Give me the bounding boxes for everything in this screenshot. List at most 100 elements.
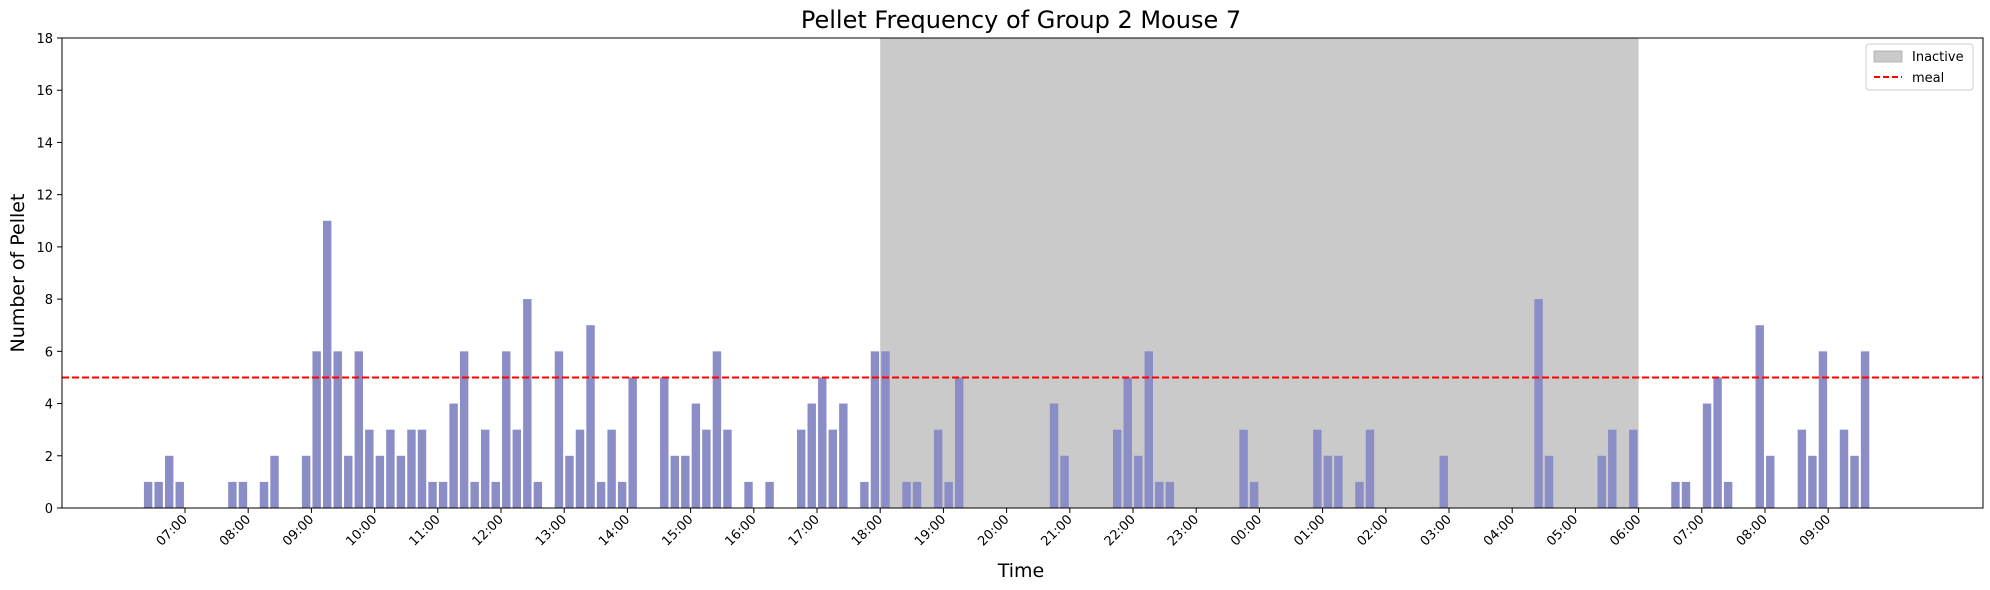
bar: [1839, 429, 1849, 508]
y-tick-label: 2: [45, 450, 53, 465]
bar: [143, 481, 153, 508]
bar: [1755, 325, 1764, 508]
bar: [480, 429, 490, 508]
bar: [944, 481, 953, 508]
bar: [333, 351, 342, 508]
y-axis-title: Number of Pellet: [7, 194, 29, 353]
bar: [765, 481, 774, 508]
legend-inactive-patch: [1873, 50, 1903, 63]
bar: [1702, 403, 1712, 508]
bar: [270, 455, 279, 508]
bar: [628, 377, 637, 508]
bar: [512, 429, 522, 508]
bar: [902, 481, 911, 508]
bar: [1797, 429, 1807, 508]
bar: [238, 481, 248, 508]
bar: [417, 429, 427, 508]
bar: [396, 455, 406, 508]
bar: [259, 481, 269, 508]
bar: [1534, 299, 1543, 508]
bar: [533, 481, 543, 508]
bar: [1112, 429, 1122, 508]
bar: [1681, 481, 1691, 508]
y-tick-label: 6: [45, 345, 53, 360]
bar: [554, 351, 564, 508]
bar: [660, 377, 669, 508]
bar: [744, 481, 753, 508]
bar: [870, 351, 880, 508]
bar: [1544, 455, 1554, 508]
bar: [1808, 455, 1817, 508]
bar: [860, 481, 869, 508]
bar: [1850, 455, 1859, 508]
plot-frame: [61, 37, 1984, 509]
bar: [1249, 481, 1259, 508]
bar: [428, 481, 437, 508]
bar: [470, 481, 479, 508]
bar: [449, 403, 458, 508]
inactive-region-layer: [880, 38, 1639, 508]
bar: [1323, 455, 1333, 508]
bar: [596, 481, 606, 508]
bar: [617, 481, 627, 508]
bar: [575, 429, 585, 508]
bar: [1144, 351, 1154, 508]
y-tick-label: 14: [36, 136, 53, 151]
bar: [607, 429, 616, 508]
bar: [386, 429, 395, 508]
bar: [586, 325, 595, 508]
bar: [702, 429, 711, 508]
bar: [712, 351, 722, 508]
bar: [954, 377, 964, 508]
bar: [723, 429, 732, 508]
y-axis: 0 2 4 6 8 10 12 14 16 18: [36, 32, 62, 517]
x-axis-title: Time: [997, 560, 1045, 582]
bar: [1860, 351, 1870, 508]
y-tick-label: 8: [45, 293, 53, 308]
chart-title: Pellet Frequency of Group 2 Mouse 7: [801, 6, 1241, 34]
bar: [1155, 481, 1164, 508]
bar: [375, 455, 385, 508]
bar: [565, 455, 574, 508]
bar: [1060, 455, 1069, 508]
bar: [301, 455, 311, 508]
bar: [1608, 429, 1617, 508]
bar: [912, 481, 922, 508]
bar: [322, 220, 332, 508]
bar: [1713, 377, 1722, 508]
y-tick-label: 0: [45, 502, 53, 517]
legend-meal-label: meal: [1912, 71, 1944, 86]
bar: [502, 351, 511, 508]
bar: [1439, 455, 1448, 508]
bar: [154, 481, 163, 508]
bar: [1365, 429, 1375, 508]
bar: [1123, 377, 1132, 508]
y-tick-label: 4: [45, 398, 53, 413]
bar: [1597, 455, 1606, 508]
bar: [691, 403, 701, 508]
y-tick-label: 16: [36, 84, 53, 99]
bar: [407, 429, 416, 508]
bar: [1239, 429, 1248, 508]
bar: [491, 481, 500, 508]
bar: [881, 351, 890, 508]
legend: Inactive meal: [1865, 43, 1974, 91]
bar: [1355, 481, 1364, 508]
bar: [1629, 429, 1638, 508]
inactive-region: [880, 38, 1639, 508]
bar: [1671, 481, 1680, 508]
bar: [344, 455, 353, 508]
bar: [796, 429, 806, 508]
bar: [828, 429, 838, 508]
bar: [175, 481, 184, 508]
y-tick-label: 12: [36, 189, 53, 204]
bar: [1766, 455, 1775, 508]
bar: [1818, 351, 1828, 508]
bar: [670, 455, 680, 508]
bar: [839, 403, 848, 508]
bar: [312, 351, 321, 508]
bars-layer: [143, 220, 1870, 508]
y-tick-label: 18: [36, 32, 53, 47]
bar: [818, 377, 827, 508]
